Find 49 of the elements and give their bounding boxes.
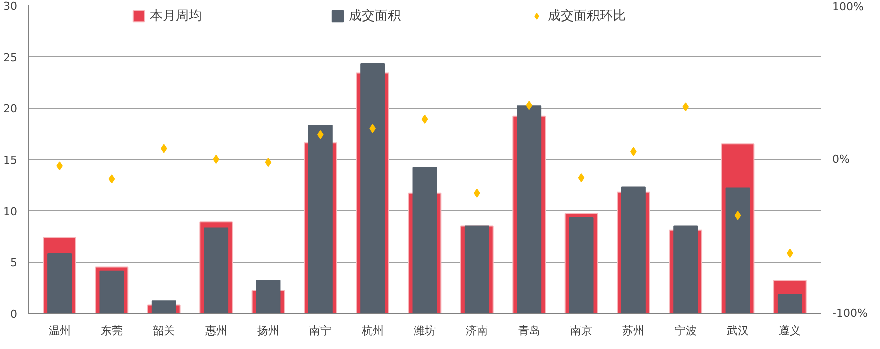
x-tick-label: 遵义	[779, 324, 802, 338]
y-tick-label: 30	[4, 0, 18, 13]
point	[160, 144, 168, 154]
x-tick-label: 温州	[48, 324, 71, 338]
bar	[152, 300, 176, 314]
x-tick-label: 南京	[570, 324, 593, 338]
y-tick-label: 15	[4, 154, 18, 167]
x-tick-label: 杭州	[360, 324, 384, 338]
bar	[360, 64, 386, 314]
y2-tick-label: -100%	[832, 307, 868, 320]
bar	[412, 167, 438, 314]
point	[422, 114, 428, 124]
legend-label: 成交面积	[349, 8, 402, 25]
point	[526, 101, 533, 110]
bar	[48, 253, 72, 314]
x-tick-label: 济南	[466, 324, 488, 338]
x-tick-label: 南宁	[310, 324, 332, 338]
y-tick-label: 0	[10, 308, 18, 321]
bar	[308, 125, 333, 314]
x-tick-label: 扬州	[257, 324, 280, 338]
bar	[256, 280, 281, 314]
x-tick-label: 青岛	[518, 324, 540, 338]
legend-label: 成交面积环比	[548, 8, 627, 25]
point	[265, 158, 272, 168]
point	[317, 130, 324, 140]
bar	[621, 186, 646, 314]
y2-tick-label: 0%	[832, 153, 850, 166]
y-tick-label: 5	[10, 256, 18, 270]
x-tick-label: 惠州	[204, 324, 228, 338]
y2-tick-label: 100%	[832, 0, 864, 14]
y-tick-label: 10	[4, 205, 18, 218]
bar	[778, 294, 802, 314]
point	[213, 155, 220, 164]
bar	[517, 106, 542, 314]
point	[578, 173, 585, 182]
point	[108, 174, 116, 184]
y-tick-label: 20	[4, 102, 18, 116]
point	[734, 211, 742, 220]
x-tick-label: 东莞	[100, 324, 123, 338]
point	[682, 102, 690, 112]
x-tick-label: 韶关	[153, 324, 176, 338]
x-tick-label: 潍坊	[414, 324, 436, 338]
legend-label: 本月周均	[150, 8, 203, 25]
bar	[726, 188, 750, 314]
x-tick-label: 武汉	[727, 324, 750, 338]
x-tick-label: 苏州	[622, 324, 645, 338]
y-tick-label: 25	[4, 51, 18, 64]
x-tick-label: 宁波	[674, 324, 697, 338]
bar	[674, 226, 698, 314]
